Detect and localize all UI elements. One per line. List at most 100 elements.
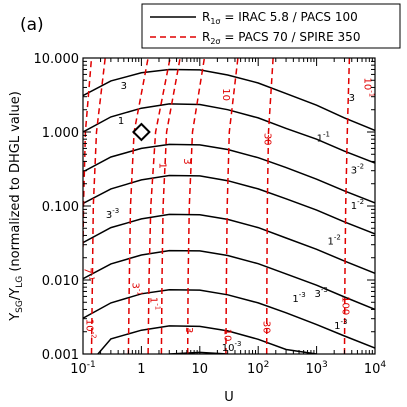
y-tick-label: 10.000: [34, 52, 80, 67]
contour-label-6: 3-3: [106, 207, 119, 221]
contour-label-exp: -3: [340, 318, 347, 326]
contour-label-exp: -1: [136, 289, 144, 296]
contour-label-sig: 3: [121, 81, 127, 92]
contour-label-sig: 1: [328, 237, 334, 248]
contour-label-17: 3-1: [130, 283, 144, 296]
contour-label-15: 3: [181, 158, 192, 164]
contour-label-sig: 3: [349, 93, 355, 104]
contour-label-14: 30: [262, 133, 273, 146]
legend-label-main: R: [202, 10, 210, 24]
contour-label-5: 3: [121, 81, 127, 92]
x-tick-base: 10: [70, 362, 87, 377]
contour-label-exp: -3: [112, 207, 119, 215]
r1-contour-2: [83, 143, 375, 204]
contour-label-exp: -2: [334, 234, 341, 242]
contour-label-16: 1: [157, 163, 168, 169]
contour-label-4: 1: [118, 116, 124, 127]
reference-marker: [131, 122, 151, 142]
contour-label-sig: 30: [261, 321, 272, 334]
y-tick-label: 1.000: [42, 126, 79, 141]
y-tick-label: 0.100: [42, 200, 79, 215]
contour-label-10: 1-3: [292, 291, 305, 305]
y-tick-labels: 0.001 0.010 0.100 1.000 10.000: [34, 52, 80, 363]
contour-label-3: 1-2: [351, 198, 364, 212]
r2-contour-13: [160, 58, 181, 354]
y-axis-title-rest: (normalized to DHGL value): [8, 91, 23, 276]
contour-label-exp: -2: [357, 198, 364, 206]
contour-label-sig: 7: [82, 267, 93, 273]
contour-label-18: 1-1: [147, 297, 161, 310]
contour-label-20: 3: [183, 327, 194, 333]
contour-label-1: 1-1: [317, 130, 330, 144]
legend-label-R2: R2σ = PACS 70 / SPIRE 350: [202, 30, 360, 46]
contour-label-23: 100: [339, 296, 350, 315]
contour-label-sig: 3: [315, 289, 321, 300]
r1-contour-5: [83, 249, 375, 311]
r2-contour-16: [265, 58, 274, 354]
x-tick-exp: 2: [264, 360, 270, 370]
contour-label-7: 1-2: [328, 234, 341, 248]
legend-label-rest: = PACS 70 / SPIRE 350: [221, 30, 361, 44]
contour-label-sig: 3: [106, 210, 112, 221]
contour-label-sig: 10: [362, 78, 373, 91]
x-tick-labels: 10-1 1 10 102 103 104: [70, 360, 386, 377]
x-tick-exp: 3: [322, 360, 328, 370]
contour-label-sig: 1: [292, 294, 298, 305]
y-tick-label: 0.010: [42, 274, 79, 289]
x-tick-base: 10: [247, 362, 264, 377]
contour-label-sig: 10: [84, 319, 95, 332]
contour-label-sig: 1: [334, 321, 340, 332]
contour-label-sig: 10: [220, 88, 231, 101]
contour-label-24: 10-2: [84, 319, 98, 339]
contour-label-9: 1-3: [334, 318, 347, 332]
contour-label-sig: 30: [262, 133, 273, 146]
contour-label-exp: -2: [357, 163, 364, 171]
x-axis-title: U: [224, 390, 234, 405]
r2-contour-11: [127, 58, 149, 354]
contour-label-exp: -1: [323, 130, 330, 138]
contour-label-8: 3-3: [315, 286, 328, 300]
contour-label-sig: 1: [351, 201, 357, 212]
y-tick-label: 0.001: [42, 348, 79, 363]
contour-label-22: 30: [261, 321, 272, 334]
contour-label-sig: 10: [222, 343, 235, 354]
contour-label-sig: 3: [130, 283, 141, 289]
contour-label-sig: 3: [351, 166, 357, 177]
x-tick-base: 10: [192, 362, 209, 377]
contour-label-exp: -3: [321, 286, 328, 294]
contour-label-sig: 1: [147, 297, 158, 303]
r1-contour-3: [83, 174, 375, 235]
x-tick-label: 104: [364, 360, 387, 377]
contour-label-exp: -1: [153, 303, 161, 310]
r1-contour-7: [97, 325, 317, 354]
legend-label-main: R: [202, 30, 210, 44]
contour-label-exp: -3: [234, 340, 241, 348]
r1-contour-6: [83, 288, 375, 349]
r2-contour-10: [83, 58, 93, 247]
contour-label-sig: 1: [157, 163, 168, 169]
contour-label-19: 7-1: [82, 267, 96, 280]
contour-label-sig: 1: [118, 116, 124, 127]
y-axis-title-main: Y: [8, 313, 23, 322]
x-tick-exp: 4: [380, 360, 386, 370]
contour-label-2: 3-2: [351, 163, 364, 177]
y-axis-title-mid: /Y: [8, 288, 23, 300]
x-tick-base: 1: [137, 362, 145, 377]
contour-label-sig: 1: [317, 133, 323, 144]
contour-label-sig: 3: [183, 327, 194, 333]
contour-label-sig: 10: [222, 329, 233, 342]
contour-label-exp: -2: [90, 332, 98, 339]
axis-ticks: [82, 57, 376, 355]
x-tick-label: 10-1: [70, 360, 96, 377]
legend-label-sub: 1σ: [210, 17, 220, 26]
x-tick-base: 10: [364, 362, 381, 377]
panel-label: (a): [20, 15, 44, 35]
legend-label-R1: R1σ = IRAC 5.8 / PACS 100: [202, 10, 358, 26]
plot-frame: [82, 57, 376, 355]
r1-contour-0: [83, 68, 375, 132]
x-tick-label: 10: [192, 362, 209, 377]
contour-label-0: 3: [349, 93, 355, 104]
y-axis-title: YSG/YLG (normalized to DHGL value): [8, 91, 25, 322]
legend-label-sub: 2σ: [210, 37, 220, 46]
